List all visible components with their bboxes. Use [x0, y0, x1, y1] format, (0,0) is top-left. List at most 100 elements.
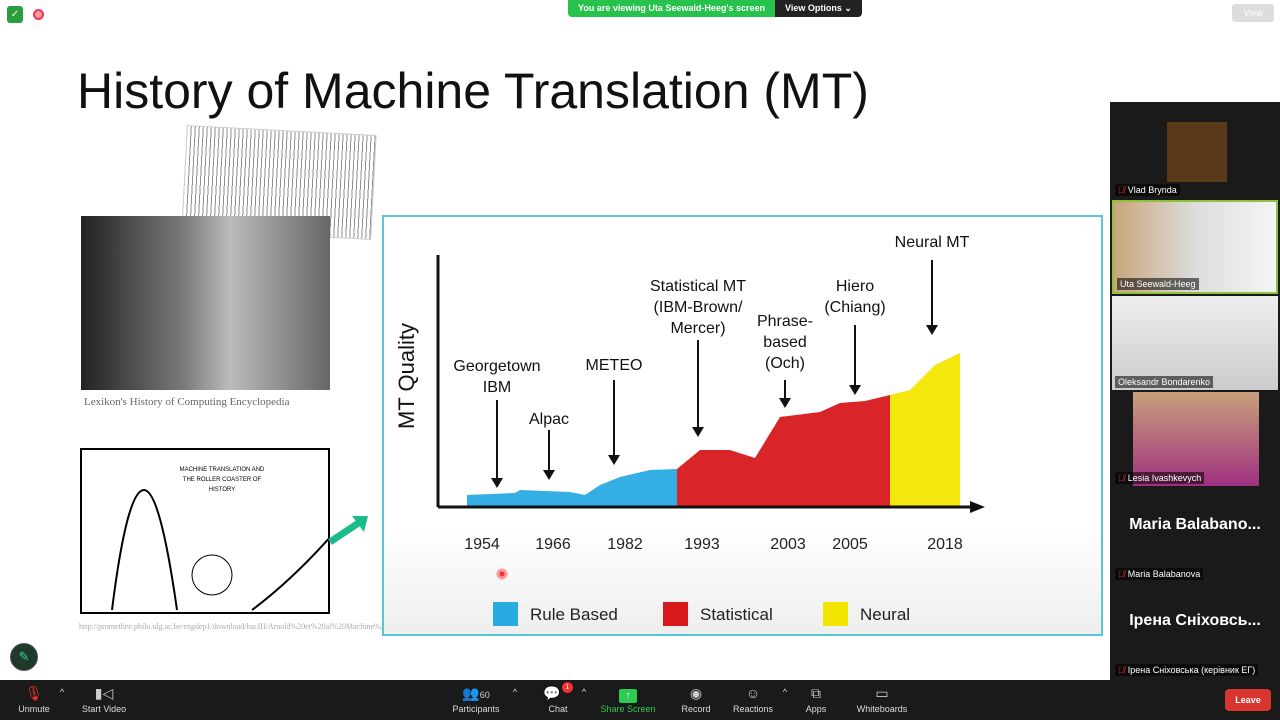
event-label: METEO	[586, 357, 643, 374]
event-label: (Chiang)	[824, 299, 885, 316]
year-tick-label: 2005	[832, 536, 868, 553]
apps-label: Apps	[805, 704, 827, 714]
participant-name: 🎙̸ Lesia Ivashkevych	[1115, 472, 1205, 484]
whiteboards-label: Whiteboards	[856, 704, 908, 714]
participant-count: 60	[479, 690, 490, 700]
reactions-button[interactable]: ☺ Reactions	[730, 680, 776, 720]
screen-share-banner: You are viewing Uta Seewald-Heeg's scree…	[568, 0, 862, 17]
participant-name: Uta Seewald-Heeg	[1117, 278, 1199, 290]
chat-icon: 💬 1	[540, 680, 576, 704]
event-arrowhead	[849, 385, 861, 395]
apps-button[interactable]: ⧉ Apps	[800, 680, 832, 720]
view-options-button[interactable]: View Options ⌄	[775, 0, 862, 17]
participant-tile[interactable]: 🎙̸ Vlad Brynda	[1112, 104, 1278, 198]
pointer-indicator	[496, 568, 508, 580]
event-arrowhead	[926, 325, 938, 335]
cartoon-source-link[interactable]: http://promethee.philo.ulg.ac.be/engdep1…	[79, 622, 438, 631]
unmute-label: Unmute	[18, 704, 50, 714]
vintage-computer-photo	[81, 216, 330, 390]
meeting-toolbar: 🎙 Unmute ^ ▮◁ Start Video 👥60 Participants …	[0, 680, 1280, 720]
participant-tile[interactable]: Ірена Сніховсь... 🎙̸ Ірена Сніховська (кер…	[1112, 584, 1278, 678]
participants-button[interactable]: 👥60 Participants	[448, 680, 504, 720]
legend-swatch	[663, 602, 688, 626]
security-shield-icon[interactable]: ✓	[7, 6, 23, 23]
participants-label: Participants	[452, 704, 500, 714]
legend-label: Neural	[860, 605, 910, 624]
reactions-caret[interactable]: ^	[782, 687, 788, 697]
participant-name: 🎙̸ Maria Balabanova	[1115, 568, 1204, 580]
reactions-label: Reactions	[732, 704, 774, 714]
reactions-icon: ☺	[745, 685, 761, 701]
start-video-button[interactable]: ▮◁ Start Video	[76, 680, 132, 720]
event-arrowhead	[608, 455, 620, 465]
rule-based-area	[467, 469, 677, 507]
muted-mic-icon: 🎙̸	[1118, 185, 1125, 195]
start-video-label: Start Video	[81, 704, 127, 714]
apps-icon: ⧉	[811, 685, 821, 701]
event-label: Phrase-	[757, 313, 813, 330]
view-button[interactable]: View	[1232, 4, 1274, 22]
legend-swatch	[823, 602, 848, 626]
participant-video	[1133, 392, 1259, 486]
event-arrowhead	[543, 470, 555, 480]
participant-tile[interactable]: 🎙̸ Lesia Ivashkevych	[1112, 392, 1278, 486]
record-button[interactable]: ◉ Record	[676, 680, 716, 720]
muted-mic-icon: 🎙̸	[1118, 569, 1125, 579]
participant-tile[interactable]: Uta Seewald-Heeg	[1112, 200, 1278, 294]
legend-label: Rule Based	[530, 605, 618, 624]
leave-button[interactable]: Leave	[1225, 689, 1271, 711]
event-label: IBM	[483, 379, 511, 396]
year-tick-label: 1993	[684, 536, 720, 553]
neural-area	[890, 353, 960, 507]
participant-name: 🎙̸ Vlad Brynda	[1115, 184, 1180, 196]
slide-title: History of Machine Translation (MT)	[77, 63, 869, 119]
whiteboards-button[interactable]: ▭ Whiteboards	[852, 680, 912, 720]
whiteboard-icon: ▭	[875, 685, 889, 701]
year-tick-label: 1954	[464, 536, 500, 553]
chat-caret[interactable]: ^	[581, 687, 587, 697]
chat-button[interactable]: 💬 1 Chat	[540, 680, 576, 720]
recording-indicator-icon	[33, 9, 44, 20]
record-icon: ◉	[689, 685, 703, 701]
year-tick-label: 2018	[927, 536, 963, 553]
record-label: Record	[681, 704, 711, 714]
event-label: Hiero	[836, 278, 874, 295]
share-screen-icon: ↑	[598, 680, 658, 704]
year-tick-label: 1966	[535, 536, 571, 553]
cartoon-text: MACHINE TRANSLATION AND THE ROLLER COAST…	[179, 467, 265, 493]
event-label: Alpac	[529, 411, 569, 428]
muted-mic-icon: 🎙̸	[1118, 665, 1125, 675]
share-screen-button[interactable]: ↑ Share Screen	[598, 680, 658, 720]
year-tick-label: 1982	[607, 536, 643, 553]
participant-tile[interactable]: Maria Balabano... 🎙̸ Maria Balabanova	[1112, 488, 1278, 582]
participant-display-name: Maria Balabano...	[1129, 516, 1261, 533]
photo-caption: Lexikon's History of Computing Encyclope…	[84, 396, 290, 408]
muted-mic-icon: 🎙	[25, 685, 43, 701]
green-arrow-icon	[328, 516, 368, 545]
participant-name: Oleksandr Bondarenko	[1115, 376, 1214, 388]
participant-gallery: 🎙̸ Vlad Brynda Uta Seewald-Heeg Oleksandr B…	[1110, 102, 1280, 680]
event-label: (Och)	[765, 355, 805, 372]
event-label: (IBM-Brown/	[654, 299, 743, 316]
year-tick-label: 2003	[770, 536, 806, 553]
chat-badge: 1	[561, 682, 573, 693]
muted-mic-icon: 🎙̸	[1118, 473, 1125, 483]
x-axis-arrowhead	[970, 501, 985, 513]
mt-history-diagram: MT Quality Georgetown IBM 1954 Alpac 1966 METE…	[382, 215, 1103, 636]
participant-tile[interactable]: Oleksandr Bondarenko	[1112, 296, 1278, 390]
share-screen-label: Share Screen	[600, 704, 656, 714]
participant-video	[1167, 122, 1227, 182]
legend-swatch	[493, 602, 518, 626]
unmute-button[interactable]: 🎙 Unmute	[14, 680, 54, 720]
audio-options-caret[interactable]: ^	[59, 687, 65, 697]
roller-coaster-cartoon: MACHINE TRANSLATION AND THE ROLLER COAST…	[80, 448, 330, 614]
y-axis-label: MT Quality	[394, 323, 419, 429]
legend-label: Statistical	[700, 605, 773, 624]
participants-caret[interactable]: ^	[512, 687, 518, 697]
annotate-pen-icon[interactable]: ✎	[10, 643, 38, 671]
event-label: Georgetown	[453, 358, 540, 375]
participant-name: 🎙̸ Ірена Сніховська (керівник ЕГ)	[1115, 664, 1259, 676]
video-off-icon: ▮◁	[94, 685, 114, 701]
event-label: Statistical MT	[650, 278, 746, 295]
statistical-area	[677, 395, 890, 507]
